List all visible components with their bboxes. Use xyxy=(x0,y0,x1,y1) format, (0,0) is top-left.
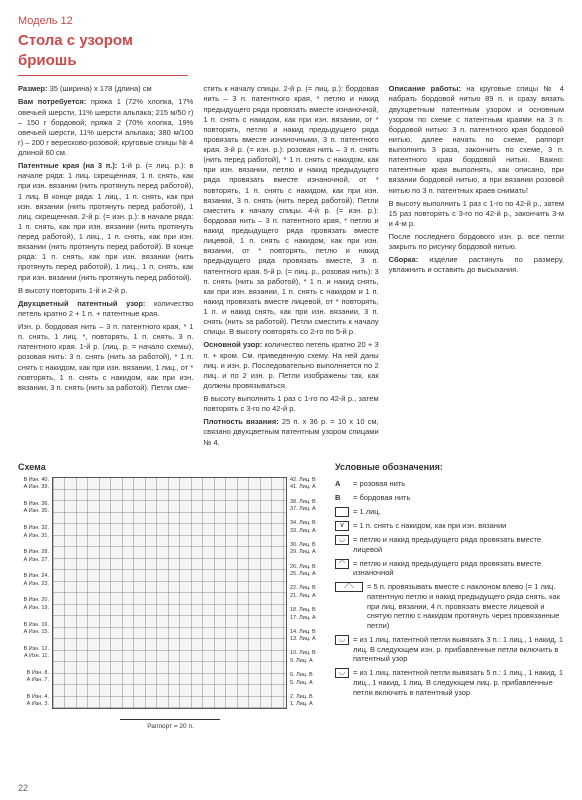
col2-p1: стить к началу спицы. 2-й р. (= лиц. р.)… xyxy=(203,84,378,337)
schema-title: Схема xyxy=(18,461,323,473)
row-label-left: В Изн. 24. А Изн. 23. xyxy=(18,573,49,588)
legend-row: = 1 лиц. xyxy=(335,507,564,517)
legend-row: A = розовая нить xyxy=(335,479,564,489)
column-3: Описание работы: на круговые спицы № 4 н… xyxy=(389,84,564,450)
legend-desc: = 5 п. провязывать вместе с наклоном вле… xyxy=(367,582,564,631)
column-2: стить к началу спицы. 2-й р. (= лиц. р.)… xyxy=(203,84,378,450)
pattern-label: Двухцветный патентный узор: xyxy=(18,299,145,308)
legend-symbol-box: ◠ xyxy=(335,559,349,569)
rapport-label: Раппорт = 20 п. xyxy=(18,723,323,732)
row-label-right: 26. Лиц. В 25. Лиц. А xyxy=(290,564,321,579)
col2-p3: В высоту выполнить 1 раз с 1-го по 42-й … xyxy=(203,394,378,414)
page-number: 22 xyxy=(18,782,28,794)
edges-label: Патентные края (на 3 п.): xyxy=(18,161,117,170)
legend: Условные обозначения: A = розовая нить B = … xyxy=(335,461,564,732)
row-label-left: В Изн. 28. А Изн. 27. xyxy=(18,549,49,564)
row-label-right: 42. Лиц. В 41. Лиц. А xyxy=(290,477,321,492)
row-label-left: В Изн. 16. А Изн. 15. xyxy=(18,622,49,637)
legend-symbol-box: ∨ xyxy=(335,521,349,531)
legend-row: ⟋⟍ = 5 п. провязывать вместе с наклоном в… xyxy=(335,582,564,631)
work-text: на круговые спицы № 4 набрать бордовой н… xyxy=(389,84,564,194)
model-label: Модель 12 xyxy=(18,14,564,29)
knitting-chart xyxy=(52,477,287,709)
legend-desc: = петлю и накид предыдущего ряда провяза… xyxy=(353,559,564,579)
row-label-left: В Изн. 20. А Изн. 19. xyxy=(18,597,49,612)
legend-desc: = петлю и накид предыдущего ряда провяза… xyxy=(353,535,564,555)
row-label-left: В Изн. 4. А Изн. 3. xyxy=(18,694,49,709)
row-label-right: 14. Лиц. В 13. Лиц. А xyxy=(290,629,321,644)
row-label-left: В Изн. 32. А Изн. 31. xyxy=(18,525,49,540)
assembly-label: Сборка: xyxy=(389,255,419,264)
text-columns: Размер: 35 (ширина) х 178 (длина) см Вам… xyxy=(18,84,564,450)
size-label: Размер: xyxy=(18,84,48,93)
col3-p2: В высоту выполнить 1 раз с 1-го по 42-й … xyxy=(389,199,564,229)
legend-symbol-box: ◡ xyxy=(335,535,349,545)
row-label-left: В Изн. 8. А Изн. 7. xyxy=(18,670,49,685)
row-label-right: 6. Лиц. В 5. Лиц. А xyxy=(290,672,321,687)
col1-p4: В высоту повторять 1-й и 2-й р. xyxy=(18,286,193,296)
legend-row: ◠ = петлю и накид предыдущего ряда провяз… xyxy=(335,559,564,579)
edges-text: 1-й р. (= лиц. р.): в начале ряда: 1 лиц… xyxy=(18,161,193,281)
row-labels-right: 42. Лиц. В 41. Лиц. А 38. Лиц. В 37. Лиц.… xyxy=(287,477,321,709)
row-label-left: В Изн. 12. А Изн. 11. xyxy=(18,646,49,661)
legend-row: B = бордовая нить xyxy=(335,493,564,503)
legend-symbol-box: ◡ xyxy=(335,668,349,678)
size-text: 35 (ширина) х 178 (длина) см xyxy=(48,84,152,93)
legend-symbol-box xyxy=(335,507,349,517)
legend-desc: = 1 лиц. xyxy=(353,507,564,517)
row-label-right: 34. Лиц. В 33. Лиц. А xyxy=(290,520,321,535)
chart-wrap: В Изн. 40. А Изн. 39. В Изн. 36. А Изн. 3… xyxy=(18,477,323,709)
row-label-right: 18. Лиц. В 17. Лиц. А xyxy=(290,607,321,622)
legend-row: ◡ = из 1 лиц. патентной петли вывязать 3 … xyxy=(335,635,564,664)
legend-desc: = из 1 лиц. патентной петли вывязать 5 п… xyxy=(353,668,564,697)
legend-row: ◡ = из 1 лиц. патентной петли вывязать 5 … xyxy=(335,668,564,697)
row-label-left: В Изн. 36. А Изн. 35. xyxy=(18,501,49,516)
legend-row: ∨ = 1 п. снять с накидом, как при изн. вя… xyxy=(335,521,564,531)
column-1: Размер: 35 (ширина) х 178 (длина) см Вам… xyxy=(18,84,193,450)
legend-symbol-box: ◡ xyxy=(335,635,349,645)
row-label-right: 2. Лиц. В 1. Лиц. А xyxy=(290,694,321,709)
legend-desc: = 1 п. снять с накидом, как при изн. вяз… xyxy=(353,521,564,531)
density-label: Плотность вязания: xyxy=(203,417,278,426)
col3-p3: После последнего бордового изн. р. все п… xyxy=(389,232,564,252)
schema-section: Схема В Изн. 40. А Изн. 39. В Изн. 36. А … xyxy=(18,461,564,732)
schema-left: Схема В Изн. 40. А Изн. 39. В Изн. 36. А … xyxy=(18,461,323,732)
main-pattern-label: Основной узор: xyxy=(203,340,262,349)
legend-symbol-text: A xyxy=(335,479,349,489)
row-label-right: 10. Лиц. В 9. Лиц. А xyxy=(290,650,321,665)
row-label-right: 30. Лиц. В 29. Лиц. А xyxy=(290,542,321,557)
col1-p6: Изн. р. бордовая нить – 3 п. патентного … xyxy=(18,322,193,393)
row-label-right: 38. Лиц. В 37. Лиц. А xyxy=(290,499,321,514)
legend-symbol-text: B xyxy=(335,493,349,503)
work-label: Описание работы: xyxy=(389,84,461,93)
legend-symbol-box: ⟋⟍ xyxy=(335,582,363,592)
row-label-left: В Изн. 40. А Изн. 39. xyxy=(18,477,49,492)
legend-desc: = бордовая нить xyxy=(353,493,564,503)
legend-desc: = розовая нить xyxy=(353,479,564,489)
row-label-right: 22. Лиц. В 21. Лиц. А xyxy=(290,585,321,600)
page-title: Стола с узором бриошь xyxy=(18,31,188,77)
legend-row: ◡ = петлю и накид предыдущего ряда провяз… xyxy=(335,535,564,555)
materials-label: Вам потребуется: xyxy=(18,97,86,106)
row-labels-left: В Изн. 40. А Изн. 39. В Изн. 36. А Изн. 3… xyxy=(18,477,52,709)
legend-title: Условные обозначения: xyxy=(335,461,564,473)
legend-desc: = из 1 лиц. патентной петли вывязать 3 п… xyxy=(353,635,564,664)
